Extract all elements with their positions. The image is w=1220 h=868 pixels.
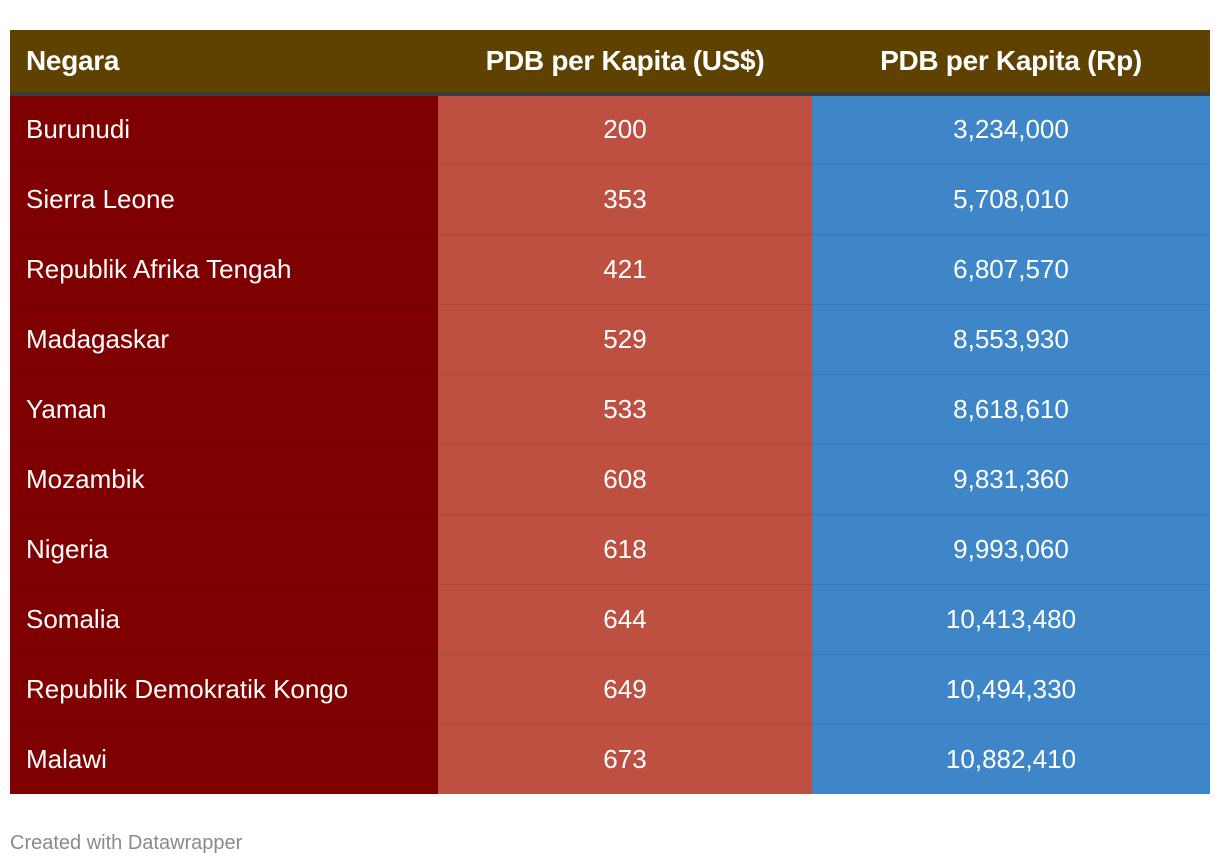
table-row: Republik Demokratik Kongo 649 10,494,330 (10, 653, 1210, 724)
cell-country: Republik Afrika Tengah (10, 233, 438, 304)
cell-gdp-rp: 6,807,570 (812, 233, 1210, 304)
cell-gdp-rp: 9,831,360 (812, 443, 1210, 514)
cell-gdp-usd: 644 (438, 583, 812, 654)
cell-gdp-usd: 200 (438, 94, 812, 164)
cell-gdp-rp: 3,234,000 (812, 94, 1210, 164)
table-row: Republik Afrika Tengah 421 6,807,570 (10, 233, 1210, 304)
cell-gdp-usd: 529 (438, 303, 812, 374)
cell-country: Burunudi (10, 94, 438, 164)
table-row: Nigeria 618 9,993,060 (10, 513, 1210, 584)
cell-country: Mozambik (10, 443, 438, 514)
table-header: Negara PDB per Kapita (US$) PDB per Kapi… (10, 30, 1210, 96)
cell-country: Malawi (10, 723, 438, 794)
column-header-gdp-rp: PDB per Kapita (Rp) (812, 30, 1210, 96)
cell-country: Somalia (10, 583, 438, 654)
table-row: Madagaskar 529 8,553,930 (10, 303, 1210, 374)
cell-gdp-rp: 8,553,930 (812, 303, 1210, 374)
gdp-table-container: Negara PDB per Kapita (US$) PDB per Kapi… (10, 30, 1210, 794)
table-row: Mozambik 608 9,831,360 (10, 443, 1210, 514)
table-row: Sierra Leone 353 5,708,010 (10, 163, 1210, 234)
datawrapper-credit: Created with Datawrapper (10, 832, 243, 854)
cell-gdp-usd: 618 (438, 513, 812, 584)
cell-country: Sierra Leone (10, 163, 438, 234)
cell-gdp-usd: 673 (438, 723, 812, 794)
cell-gdp-rp: 5,708,010 (812, 163, 1210, 234)
cell-gdp-usd: 649 (438, 653, 812, 724)
cell-gdp-rp: 10,882,410 (812, 723, 1210, 794)
column-header-gdp-usd: PDB per Kapita (US$) (438, 30, 812, 96)
gdp-per-capita-table: Negara PDB per Kapita (US$) PDB per Kapi… (10, 30, 1210, 794)
table-row: Yaman 533 8,618,610 (10, 373, 1210, 444)
cell-gdp-rp: 9,993,060 (812, 513, 1210, 584)
cell-country: Nigeria (10, 513, 438, 584)
cell-gdp-usd: 533 (438, 373, 812, 444)
cell-country: Yaman (10, 373, 438, 444)
table-row: Somalia 644 10,413,480 (10, 583, 1210, 654)
cell-gdp-rp: 10,413,480 (812, 583, 1210, 654)
cell-gdp-usd: 608 (438, 443, 812, 514)
table-row: Malawi 673 10,882,410 (10, 723, 1210, 794)
column-header-country: Negara (10, 30, 438, 96)
header-row: Negara PDB per Kapita (US$) PDB per Kapi… (10, 30, 1210, 96)
cell-gdp-usd: 421 (438, 233, 812, 304)
cell-country: Madagaskar (10, 303, 438, 374)
table-row: Burunudi 200 3,234,000 (10, 94, 1210, 164)
cell-gdp-usd: 353 (438, 163, 812, 234)
cell-country: Republik Demokratik Kongo (10, 653, 438, 724)
cell-gdp-rp: 10,494,330 (812, 653, 1210, 724)
table-body: Burunudi 200 3,234,000 Sierra Leone 353 5,708… (10, 94, 1210, 794)
cell-gdp-rp: 8,618,610 (812, 373, 1210, 444)
